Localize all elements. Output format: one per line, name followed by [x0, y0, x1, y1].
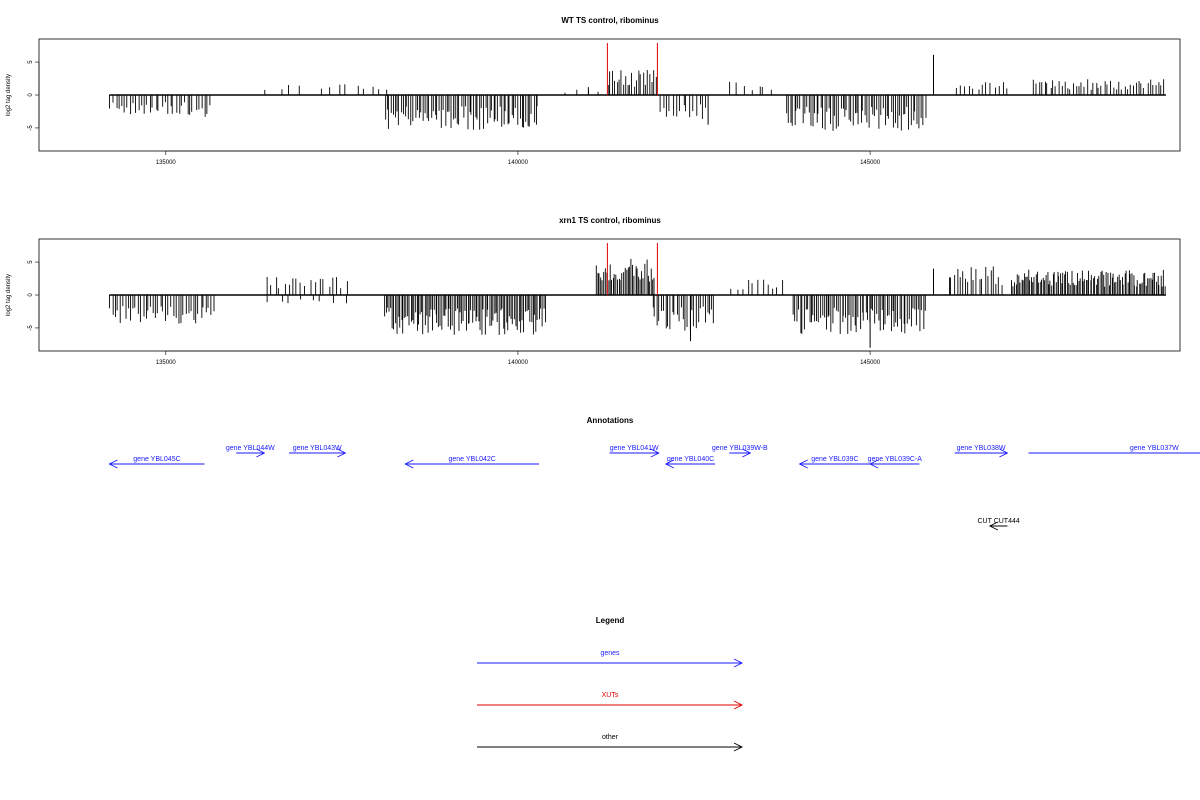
annotation-feature: gene YBL041W	[609, 445, 660, 458]
feature-label: gene YBL040C	[667, 456, 714, 463]
legend-title: Legend	[596, 616, 625, 625]
feature-arrow	[798, 459, 871, 469]
annotation-feature: gene YBL037W	[1028, 445, 1200, 454]
x-tick-label: 135000	[156, 160, 177, 166]
signal-bars	[108, 54, 1165, 131]
y-axis: 5 0 -5	[28, 260, 40, 331]
annotation-feature: gene YBL039C	[798, 456, 871, 469]
feature-arrow	[869, 459, 920, 469]
feature-label: gene YBL039W-B	[712, 445, 768, 452]
legend-label: XUTs	[602, 692, 619, 699]
feature-arrow	[988, 521, 1008, 531]
feature-label: gene YBL043W	[293, 445, 342, 452]
track-panel-wt: WT TS control, ribominus log2 tag densit…	[6, 16, 1181, 166]
x-tick-label: 135000	[156, 360, 177, 366]
feature-label: gene YBL039C-A	[868, 456, 923, 463]
feature-label: gene YBL045C	[133, 456, 180, 463]
feature-arrow	[664, 459, 716, 469]
annotation-feature: gene YBL038W	[954, 445, 1009, 458]
signal-bars	[108, 258, 1166, 348]
annotations-panel: Annotations gene YBL045C gene YBL044W gene…	[108, 416, 1200, 531]
xut-markers	[606, 243, 658, 295]
xut-markers	[606, 43, 658, 95]
y-tick-label: 5	[28, 260, 34, 264]
panel-title: WT TS control, ribominus	[561, 16, 659, 25]
x-tick-label: 145000	[860, 160, 881, 166]
annotation-feature: gene YBL043W	[289, 445, 347, 458]
feature-arrow	[404, 459, 540, 469]
x-tick-label: 140000	[508, 360, 529, 366]
feature-arrow	[609, 448, 660, 458]
annotation-feature: gene YBL045C	[108, 456, 205, 469]
y-axis-label: log2 tag density	[6, 274, 12, 316]
annotations-title: Annotations	[587, 416, 634, 425]
legend-arrow	[477, 742, 744, 752]
y-tick-label: 0	[28, 293, 34, 297]
annotation-feature: gene YBL044W	[226, 445, 275, 458]
legend-item-other: other	[477, 734, 744, 752]
y-axis: 5 0 -5	[28, 60, 40, 131]
y-tick-label: 0	[28, 93, 34, 97]
feature-label: gene YBL037W	[1130, 445, 1179, 452]
annotation-feature: gene YBL042C	[404, 456, 540, 469]
legend-arrow	[477, 700, 744, 710]
y-tick-label: -5	[28, 125, 34, 131]
y-axis-label: log2 tag density	[6, 74, 12, 116]
feature-label: gene YBL041W	[610, 445, 659, 452]
annotation-feature: CUT CUT444	[977, 518, 1020, 531]
legend-label: other	[602, 734, 619, 741]
y-tick-label: 5	[28, 60, 34, 64]
track-panel-xrn1: xrn1 TS control, ribominus log2 tag dens…	[6, 216, 1181, 366]
feature-label: gene YBL044W	[226, 445, 275, 452]
feature-label: gene YBL038W	[957, 445, 1006, 452]
feature-arrow	[108, 459, 205, 469]
x-axis: 135000 140000 145000	[156, 150, 881, 166]
x-tick-label: 145000	[860, 360, 881, 366]
x-axis: 135000 140000 145000	[156, 350, 881, 366]
feature-arrow	[236, 448, 266, 458]
panel-title: xrn1 TS control, ribominus	[559, 216, 661, 225]
legend-arrow	[477, 658, 744, 668]
legend-item-xut: XUTs	[477, 692, 744, 710]
annotation-feature: gene YBL039C-A	[868, 456, 923, 469]
annotation-feature: gene YBL040C	[664, 456, 716, 469]
x-tick-label: 140000	[508, 160, 529, 166]
feature-label: gene YBL039C	[811, 456, 858, 463]
legend: Legend genes XUTs other	[477, 616, 744, 752]
legend-label: genes	[600, 650, 620, 657]
y-tick-label: -5	[28, 325, 34, 331]
feature-arrow	[954, 448, 1009, 458]
feature-label: CUT CUT444	[977, 518, 1019, 525]
legend-item-gene: genes	[477, 650, 744, 668]
feature-label: gene YBL042C	[448, 456, 495, 463]
feature-arrow	[729, 448, 752, 458]
annotation-feature: gene YBL039W-B	[712, 445, 768, 458]
feature-arrow	[289, 448, 347, 458]
